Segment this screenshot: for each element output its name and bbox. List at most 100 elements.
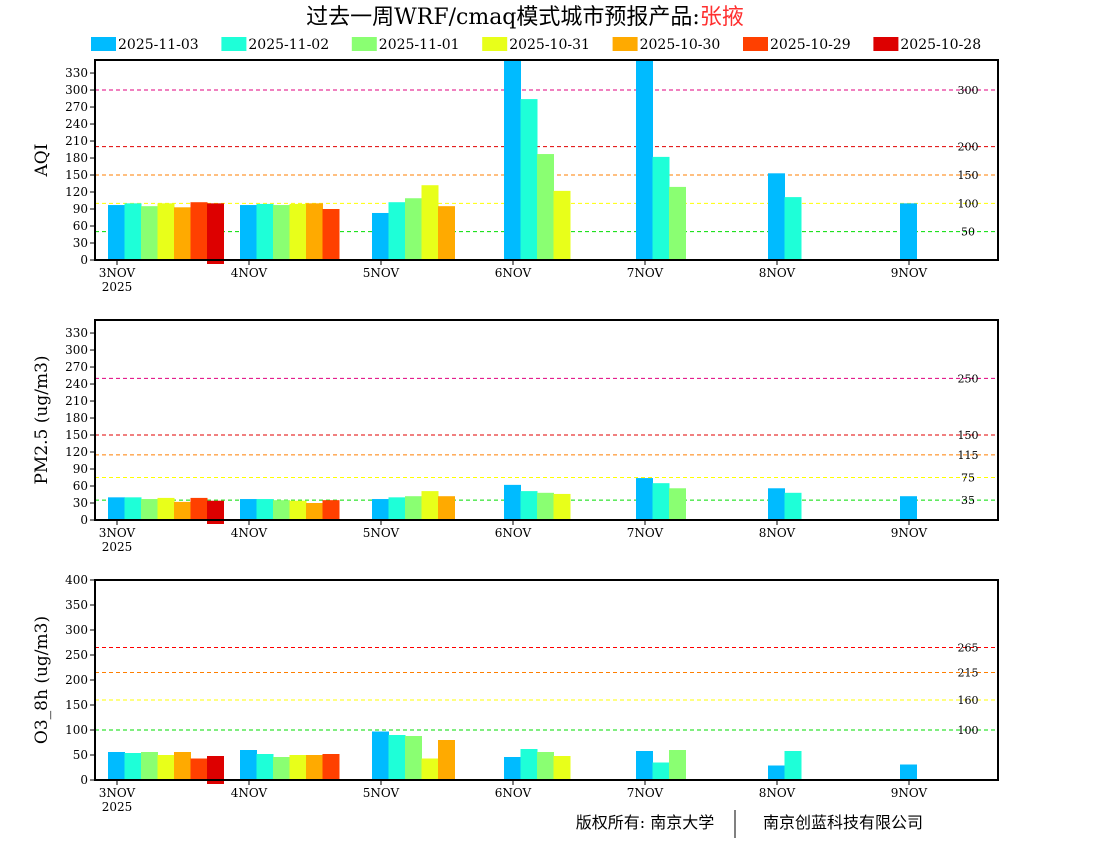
bar-2025-11-02 (520, 749, 538, 780)
threshold-label: 200 (958, 141, 979, 154)
bar-2025-10-31 (157, 755, 175, 780)
y-tick-label: 270 (65, 100, 88, 114)
bar-2025-10-30 (174, 207, 191, 260)
bar-2025-11-02 (520, 99, 538, 261)
threshold-label: 265 (958, 642, 979, 655)
bar-2025-10-29 (190, 497, 208, 520)
chart-panel: 300 200 150 100 50 0 30 60 90 120 150 180 210 240 270 3… (32, 59, 999, 294)
bar-2025-10-31 (157, 497, 175, 520)
bar-2025-11-03 (240, 499, 257, 520)
y-tick-label: 350 (65, 598, 88, 612)
bar-2025-10-28 (207, 203, 224, 264)
threshold-label: 50 (961, 226, 975, 239)
chart-title: 过去一周WRF/cmaq模式城市预报产品:张掖 (306, 5, 744, 30)
bar-2025-11-02 (784, 751, 802, 780)
bar-2025-11-01 (669, 750, 686, 780)
x-tick-label: 3NOV (99, 266, 136, 280)
bar-2025-11-01 (141, 499, 158, 520)
y-tick-label: 150 (65, 428, 88, 442)
bar-2025-11-01 (273, 757, 290, 780)
x-tick-label: 4NOV (231, 786, 268, 800)
bar-2025-10-29 (190, 202, 208, 260)
bars (108, 478, 917, 524)
bar-2025-11-02 (124, 753, 142, 780)
x-tick-label: 4NOV (231, 266, 268, 280)
y-tick-label: 50 (73, 748, 88, 762)
bar-2025-10-31 (553, 190, 571, 260)
bar-2025-10-28 (207, 500, 224, 524)
y-tick-label: 150 (65, 168, 88, 182)
x-tick-label: 3NOV (99, 786, 136, 800)
x-tick-label: 6NOV (495, 786, 532, 800)
threshold-label: 150 (958, 169, 979, 182)
y-tick-label: 240 (65, 377, 88, 391)
y-tick-label: 330 (65, 326, 88, 340)
bar-2025-11-02 (520, 491, 538, 520)
bar-2025-11-03 (372, 499, 389, 520)
bar-2025-11-01 (669, 488, 686, 520)
bar-2025-11-02 (256, 754, 274, 780)
x-tick-label: 9NOV (891, 526, 928, 540)
legend-label: 2025-11-02 (248, 37, 329, 53)
title-main: 过去一周WRF/cmaq模式城市预报产品: (306, 5, 700, 30)
y-tick-label: 120 (65, 185, 88, 199)
x-tick-label: 3NOV (99, 526, 136, 540)
legend-label: 2025-11-03 (118, 37, 199, 53)
legend-swatch (351, 37, 377, 51)
plot-frame (94, 579, 999, 781)
y-tick-label: 120 (65, 445, 88, 459)
y-tick-label: 0 (80, 773, 88, 787)
bar-2025-10-31 (553, 493, 571, 520)
bar-2025-11-02 (124, 497, 142, 520)
bar-2025-11-01 (273, 500, 290, 520)
legend-swatch (612, 37, 638, 51)
bar-2025-10-29 (322, 754, 340, 780)
x-tick-label: 5NOV (363, 266, 400, 280)
y-tick-label: 270 (65, 360, 88, 374)
bar-2025-11-02 (388, 497, 406, 520)
bar-2025-11-02 (652, 762, 670, 780)
bar-2025-11-03 (768, 173, 785, 260)
y-tick-label: 60 (73, 479, 88, 493)
bar-2025-10-31 (157, 203, 175, 260)
legend-swatch (743, 37, 768, 51)
chart-panel: 265 215 160 100 0 50 100 150 200 250 300 350 400 3NOV… (32, 573, 999, 814)
bar-2025-11-01 (537, 154, 554, 260)
bar-2025-10-31 (289, 203, 307, 260)
bar-2025-10-31 (421, 185, 439, 260)
y-tick-label: 300 (65, 343, 88, 357)
bar-2025-11-03 (900, 496, 917, 520)
x-year-label: 2025 (102, 540, 133, 554)
bar-2025-10-28 (207, 756, 224, 784)
x-tick-label: 5NOV (363, 786, 400, 800)
footer-company: 南京创蓝科技有限公司 (763, 813, 923, 832)
x-tick-label: 5NOV (363, 526, 400, 540)
footer-copyright: 版权所有: 南京大学 (576, 813, 714, 832)
plot-frame (94, 59, 999, 261)
bar-2025-10-31 (553, 756, 571, 780)
bar-2025-11-01 (537, 492, 554, 520)
bar-2025-11-03 (768, 765, 785, 780)
bar-2025-10-29 (322, 500, 340, 520)
y-tick-label: 30 (73, 496, 88, 510)
y-tick-label: 210 (65, 134, 88, 148)
bar-2025-10-30 (174, 752, 191, 780)
bar-2025-11-02 (388, 202, 406, 260)
legend-swatch (482, 37, 508, 51)
y-tick-label: 90 (73, 202, 88, 216)
threshold-label: 300 (958, 84, 979, 97)
bar-2025-11-01 (273, 205, 290, 260)
chart-panels: 3002001501005003060901201501802102402703… (32, 59, 999, 814)
y-axis-label: AQI (32, 144, 52, 178)
bar-2025-10-29 (322, 209, 340, 260)
legend-label: 2025-10-28 (900, 37, 981, 53)
bar-2025-10-30 (306, 203, 323, 260)
bar-2025-11-03 (240, 750, 257, 780)
bar-2025-11-03 (900, 764, 917, 780)
bar-2025-11-03 (636, 478, 653, 520)
y-tick-label: 330 (65, 66, 88, 80)
bar-2025-10-31 (289, 755, 307, 780)
bar-2025-11-03 (108, 497, 125, 520)
y-tick-label: 200 (65, 673, 88, 687)
